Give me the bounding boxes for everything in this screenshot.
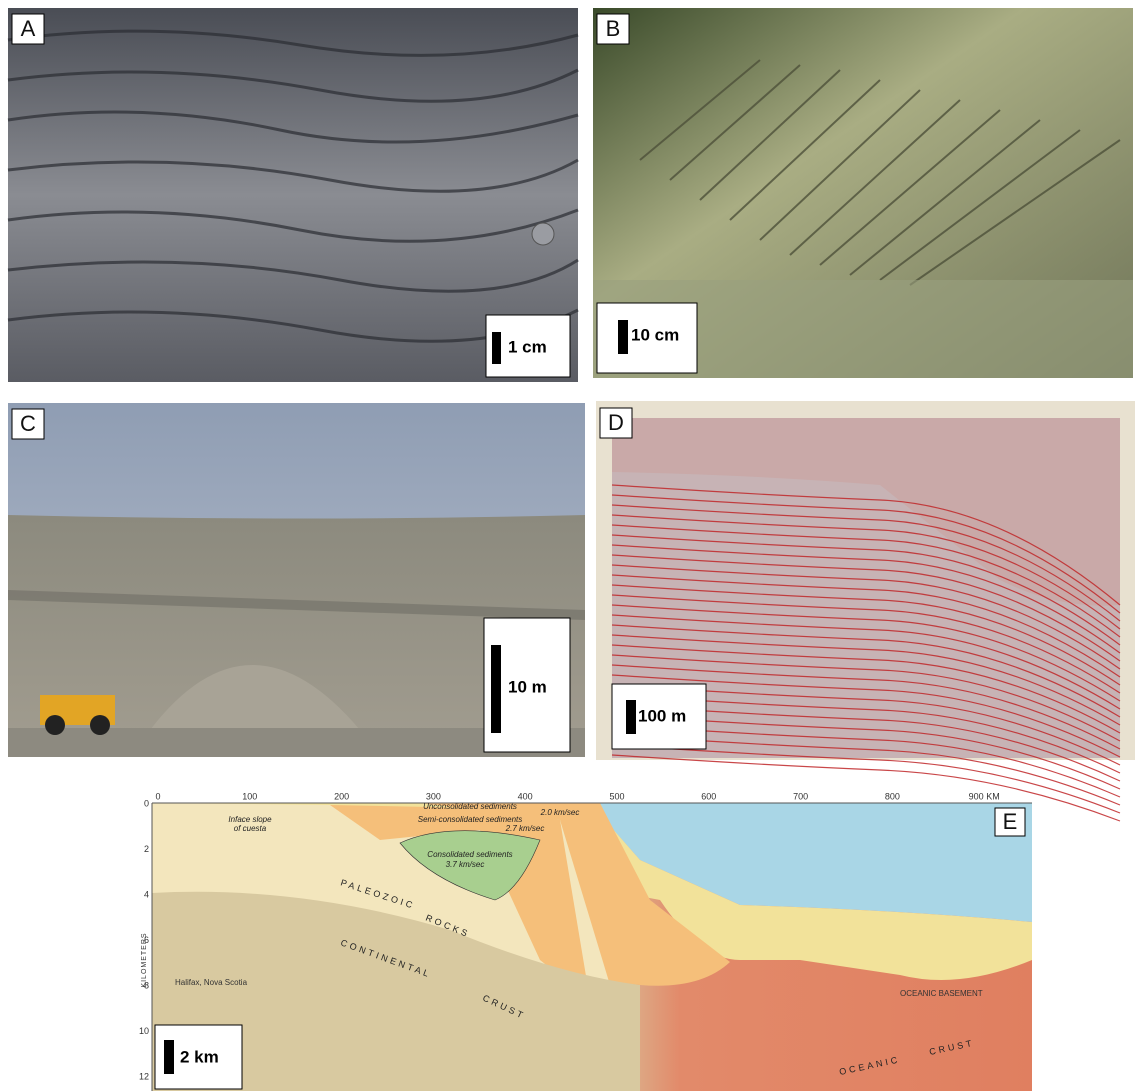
y-axis-label: 8 [144,980,149,990]
reflector [611,584,1121,686]
sea [490,803,1032,922]
y-axis-label: 6 [144,935,149,945]
reflector [611,604,1121,702]
reflector [611,534,1121,646]
scale-bar [164,1040,174,1074]
panel-label: C [20,411,36,436]
scale-bar [626,700,636,734]
y-axis-label: 12 [139,1071,149,1081]
reflector [611,484,1121,606]
y-axis-label: 4 [144,889,149,899]
panel-label-box [11,408,45,440]
panel-b: B 10 cm [593,8,1133,378]
annotation: 2.0 km/sec [540,808,580,817]
wheel [45,715,65,735]
reflectors [611,484,1121,822]
x-axis-label: 300 [426,791,441,801]
continental-crust [152,891,640,1091]
scale-text: 10 m [508,677,547,696]
reflector [611,674,1121,758]
reflector [611,574,1121,678]
panel-label: E [1003,809,1018,834]
scale-bar [491,645,501,733]
annotation: 3.7 km/sec [446,860,485,869]
y-axis-label: 10 [139,1026,149,1036]
annotation: OCEANIC BASEMENT [900,989,983,998]
x-axis-label: 400 [518,791,533,801]
reflector [611,554,1121,662]
reflector [611,524,1121,638]
reflector [611,624,1121,718]
scale-bar [618,320,628,354]
panel-label-box [596,13,630,45]
reflector [611,744,1121,814]
panel-label: D [608,410,624,435]
x-axis-label: 200 [334,791,349,801]
annotation: Consolidated sediments [427,850,512,859]
y-axis-label: 0 [144,798,149,808]
semi-consolidated [420,803,730,986]
y-axis-label: 2 [144,844,149,854]
panel-label: B [606,16,621,41]
panel-label-box [599,407,633,439]
panel-label-box [11,13,45,45]
annotation: Halifax, Nova Scotia [175,978,248,987]
annotation: Unconsolidated sediments [423,802,517,811]
reflector [611,504,1121,622]
scale-text: 10 cm [631,325,679,344]
x-axis-label: 600 [701,791,716,801]
consolidated-lens [399,830,541,901]
x-axis-label: 100 [242,791,257,801]
wheel [90,715,110,735]
reflector [611,544,1121,654]
reflector [611,634,1121,726]
annotation: Inface slope [228,815,272,824]
coin [531,222,555,246]
laminae [639,59,1121,286]
scree [150,665,360,730]
bed [8,590,585,620]
reflector [611,514,1121,630]
scale-bar [492,332,501,364]
scale-text: 1 cm [508,337,547,356]
panel-label: A [21,16,36,41]
annotation: 2.7 km/sec [505,824,545,833]
reflector [611,644,1121,734]
x-axis-label: 800 [885,791,900,801]
scale-text: 2 km [180,1047,219,1066]
quarry-face [8,515,585,757]
x-axis-label: 500 [609,791,624,801]
x-axis-label: 0 [155,791,160,801]
reflector [611,654,1121,742]
y-axis-title: KILOMETERS [141,932,148,987]
panel-d: D 100 m [596,401,1135,822]
scale-box [596,302,698,374]
panel-c: C 10 m [8,403,585,757]
panel-label-box [994,807,1026,837]
annotation: Semi-consolidated sediments [418,815,523,824]
panel-a: A 1 cm [7,8,579,382]
axis-labels: 0 100 200 300 400 500 600 700 800 900 KM 0 2 4 6 8 10 12 [139,791,1000,1081]
photo [8,8,578,382]
x-axis-label: 900 KM [969,791,1000,801]
sediments [152,803,1032,980]
reflector [611,594,1121,694]
panel-e: 0 100 200 300 400 500 600 700 800 900 KM 0 2 4 6 8 10 12… [139,791,1032,1091]
reflector [611,564,1121,670]
x-axis-label: 700 [793,791,808,801]
reflector [611,494,1121,614]
scale-text: 100 m [638,706,686,725]
reflector [611,754,1121,822]
annotation: of cuesta [234,824,267,833]
reflector [611,614,1121,710]
reflector [611,664,1121,750]
